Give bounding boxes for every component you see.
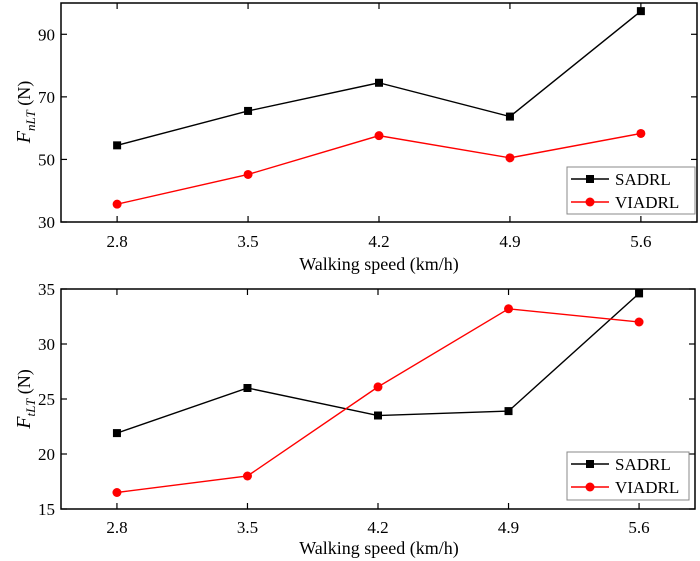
y-axis-title-main: F (13, 416, 35, 430)
data-point-sadrl (113, 141, 122, 150)
x-axis-ticks: 2.8 3.5 4.2 4.9 5.6 (106, 289, 650, 537)
series-line-viadrl (116, 132, 642, 205)
data-point-viadrl (374, 131, 384, 141)
series-line-viadrl (116, 308, 640, 494)
y-axis-ticks: 15 20 25 30 35 (38, 280, 695, 519)
legend-label-viadrl: VIADRL (615, 478, 679, 497)
y-tick-label: 20 (38, 445, 55, 464)
x-axis-ticks: 2.8 3.5 4.2 4.9 5.6 (106, 3, 652, 251)
y-tick-label: 50 (38, 150, 55, 169)
y-axis-title: FnLT (N) (13, 81, 38, 144)
x-tick-label: 5.6 (630, 232, 651, 251)
y-tick-label: 30 (38, 335, 55, 354)
data-point-sadrl (635, 289, 644, 298)
x-tick-label: 4.2 (368, 232, 389, 251)
data-point-viadrl (504, 304, 514, 314)
x-axis-title: Walking speed (km/h) (299, 538, 459, 559)
x-axis-title: Walking speed (km/h) (299, 254, 459, 275)
x-tick-label: 3.5 (237, 518, 258, 537)
y-tick-label: 35 (38, 280, 55, 299)
y-tick-label: 30 (38, 213, 55, 232)
chart-bottom: 2.8 3.5 4.2 4.9 5.6 15 20 25 30 35 SADRL VIADRL W… (13, 280, 696, 559)
y-axis-title-unit: (N) (14, 369, 35, 399)
series-line-sadrl (116, 10, 642, 147)
data-point-viadrl (636, 128, 646, 138)
x-tick-label: 4.9 (499, 232, 520, 251)
legend-marker-sadrl (586, 175, 594, 183)
legend-marker-viadrl (585, 197, 595, 207)
series-layer (112, 7, 646, 209)
legend-marker-sadrl (586, 460, 594, 468)
legend-box (566, 166, 696, 215)
legend: SADRL VIADRL (566, 166, 696, 215)
data-point-viadrl (373, 382, 383, 392)
data-point-sadrl (244, 106, 253, 115)
y-tick-label: 15 (38, 500, 55, 519)
data-point-sadrl (504, 407, 513, 416)
y-axis-title: FtLT (N) (13, 369, 38, 430)
y-axis-title-sub: nLT (23, 110, 38, 131)
x-tick-label: 4.9 (498, 518, 519, 537)
y-tick-label: 90 (38, 25, 55, 44)
data-point-sadrl (636, 7, 645, 16)
legend-label-sadrl: SADRL (615, 455, 671, 474)
y-tick-label: 70 (38, 88, 55, 107)
data-point-viadrl (112, 199, 122, 209)
data-point-viadrl (112, 488, 122, 497)
data-point-viadrl (505, 153, 515, 163)
x-tick-label: 2.8 (106, 232, 127, 251)
x-tick-label: 2.8 (106, 518, 127, 537)
y-axis-title-sub: tLT (23, 398, 38, 417)
data-point-sadrl (112, 429, 121, 438)
data-point-sadrl (374, 411, 382, 420)
y-axis-title-main: F (13, 130, 35, 144)
x-tick-label: 3.5 (237, 232, 258, 251)
legend: SADRL VIADRL (566, 451, 690, 501)
chart-top: 2.8 3.5 4.2 4.9 5.6 30 50 70 90 SADRL VIADRL Wal… (13, 2, 698, 275)
series-layer (112, 289, 644, 497)
legend-marker-viadrl (585, 482, 595, 492)
data-point-viadrl (243, 169, 253, 179)
data-point-sadrl (243, 384, 252, 392)
legend-label-viadrl: VIADRL (615, 193, 679, 212)
data-point-viadrl (242, 471, 252, 481)
data-point-sadrl (505, 112, 514, 121)
legend-label-sadrl: SADRL (615, 170, 671, 189)
y-tick-label: 25 (38, 390, 55, 409)
data-point-sadrl (375, 78, 383, 87)
x-tick-label: 5.6 (628, 518, 649, 537)
data-point-viadrl (634, 317, 644, 327)
x-tick-label: 4.2 (367, 518, 388, 537)
y-axis-ticks: 30 50 70 90 (38, 25, 697, 232)
y-axis-title-unit: (N) (14, 81, 35, 111)
